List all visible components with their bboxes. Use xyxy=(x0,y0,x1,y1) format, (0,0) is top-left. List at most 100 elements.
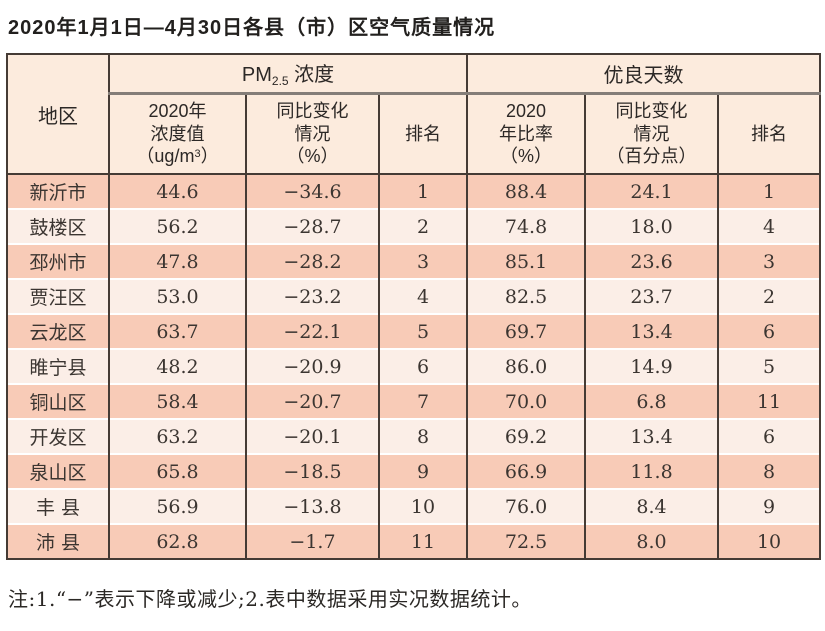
days-rank-cell: 9 xyxy=(717,488,822,524)
air-quality-table: 地区 PM2.5 浓度 优良天数 2020年 浓度值 （ug/m3） 同比变化 … xyxy=(6,53,822,560)
pm-rank-cell: 2 xyxy=(377,208,468,244)
table-row: 鼓楼区 56.2 −28.7 2 74.8 18.0 4 xyxy=(6,208,822,244)
pm-change-cell: −13.8 xyxy=(245,488,379,524)
pm-rank-cell: 5 xyxy=(377,313,468,349)
region-cell: 沛 县 xyxy=(6,523,109,560)
pm25-label-subscript: 2.5 xyxy=(271,74,289,89)
region-cell: 丰 县 xyxy=(6,488,109,524)
column-header-pm-rank: 排名 xyxy=(377,93,468,175)
days-ratio-cell: 88.4 xyxy=(466,174,586,209)
pm-change-cell: −28.7 xyxy=(245,208,379,244)
days-rank-cell: 10 xyxy=(717,523,822,560)
pm-change-cell: −23.2 xyxy=(245,278,379,314)
pm-yoy-line2: 情况 xyxy=(294,123,331,144)
pm-change-cell: −20.7 xyxy=(245,383,379,419)
pm-change-cell: −18.5 xyxy=(245,453,379,489)
concentration-unit: （ug/m3） xyxy=(110,145,245,168)
table-row: 睢宁县 48.2 −20.9 6 86.0 14.9 5 xyxy=(6,348,822,384)
pm-value-cell: 48.2 xyxy=(108,348,246,384)
concentration-line1: 2020年 xyxy=(148,101,207,121)
column-header-days-ratio: 2020 年比率 （%） xyxy=(466,93,586,175)
days-ratio-line2: 年比率 xyxy=(499,123,554,144)
days-ratio-cell: 85.1 xyxy=(466,243,586,279)
days-yoy-line2: 情况 xyxy=(633,123,670,144)
pm-change-cell: −28.2 xyxy=(245,243,379,279)
days-change-cell: 13.4 xyxy=(584,418,719,454)
pm-change-cell: −20.9 xyxy=(245,348,379,384)
pm-rank-cell: 3 xyxy=(377,243,468,279)
table-row: 邳州市 47.8 −28.2 3 85.1 23.6 3 xyxy=(6,243,822,279)
pm-yoy-line1: 同比变化 xyxy=(276,101,349,121)
days-change-cell: 8.4 xyxy=(584,488,719,524)
days-ratio-cell: 69.7 xyxy=(466,313,586,349)
pm-change-cell: −22.1 xyxy=(245,313,379,349)
pm-value-cell: 58.4 xyxy=(108,383,246,419)
days-change-cell: 11.8 xyxy=(584,453,719,489)
days-ratio-cell: 70.0 xyxy=(466,383,586,419)
days-ratio-cell: 66.9 xyxy=(466,453,586,489)
unit-suffix: ） xyxy=(200,146,219,166)
days-rank-cell: 4 xyxy=(717,208,822,244)
days-ratio-cell: 69.2 xyxy=(466,418,586,454)
table-row: 云龙区 63.7 −22.1 5 69.7 13.4 6 xyxy=(6,313,822,349)
table-row: 铜山区 58.4 −20.7 7 70.0 6.8 11 xyxy=(6,383,822,419)
table-row: 沛 县 62.8 −1.7 11 72.5 8.0 10 xyxy=(6,523,822,560)
concentration-line2: 浓度值 xyxy=(150,123,205,144)
days-ratio-line1: 2020 xyxy=(506,101,547,121)
pm-rank-cell: 7 xyxy=(377,383,468,419)
days-change-cell: 6.8 xyxy=(584,383,719,419)
pm-rank-cell: 4 xyxy=(377,278,468,314)
days-ratio-cell: 82.5 xyxy=(466,278,586,314)
region-cell: 新沂市 xyxy=(6,174,109,209)
days-rank-cell: 11 xyxy=(717,383,822,419)
pm-value-cell: 63.2 xyxy=(108,418,246,454)
pm-value-cell: 63.7 xyxy=(108,313,246,349)
pm-value-cell: 44.6 xyxy=(108,174,246,209)
pm-rank-cell: 1 xyxy=(377,174,468,209)
pm-change-cell: −34.6 xyxy=(245,174,379,209)
days-change-cell: 13.4 xyxy=(584,313,719,349)
pm-value-cell: 56.9 xyxy=(108,488,246,524)
column-header-region: 地区 xyxy=(6,53,109,175)
table-header: 地区 PM2.5 浓度 优良天数 2020年 浓度值 （ug/m3） 同比变化 … xyxy=(6,53,822,175)
region-cell: 开发区 xyxy=(6,418,109,454)
header-sub-row: 2020年 浓度值 （ug/m3） 同比变化 情况 （%） 排名 2020 年比… xyxy=(7,93,822,175)
days-change-cell: 23.6 xyxy=(584,243,719,279)
column-group-pm25: PM2.5 浓度 xyxy=(107,53,468,95)
pm-rank-cell: 8 xyxy=(377,418,468,454)
column-header-concentration: 2020年 浓度值 （ug/m3） xyxy=(108,93,246,175)
days-change-cell: 18.0 xyxy=(584,208,719,244)
pm-value-cell: 56.2 xyxy=(108,208,246,244)
table-body: 新沂市 44.6 −34.6 1 88.4 24.1 1 鼓楼区 56.2 −2… xyxy=(6,174,822,560)
days-ratio-cell: 86.0 xyxy=(466,348,586,384)
pm25-label-suffix: 浓度 xyxy=(288,64,335,87)
region-cell: 泉山区 xyxy=(6,453,109,489)
pm-yoy-line3: （%） xyxy=(286,146,339,166)
column-header-days-rank: 排名 xyxy=(717,93,822,175)
days-rank-cell: 8 xyxy=(717,453,822,489)
days-ratio-cell: 76.0 xyxy=(466,488,586,524)
pm-rank-cell: 11 xyxy=(377,523,468,560)
days-rank-cell: 6 xyxy=(717,418,822,454)
days-yoy-line3: （百分点） xyxy=(606,146,697,166)
table-row: 泉山区 65.8 −18.5 9 66.9 11.8 8 xyxy=(6,453,822,489)
table-row: 贾汪区 53.0 −23.2 4 82.5 23.7 2 xyxy=(6,278,822,314)
region-cell: 邳州市 xyxy=(6,243,109,279)
pm-rank-cell: 9 xyxy=(377,453,468,489)
days-ratio-line3: （%） xyxy=(500,146,553,166)
pm-value-cell: 62.8 xyxy=(108,523,246,560)
days-ratio-cell: 72.5 xyxy=(466,523,586,560)
pm-value-cell: 47.8 xyxy=(108,243,246,279)
region-cell: 铜山区 xyxy=(6,383,109,419)
pm-change-cell: −20.1 xyxy=(245,418,379,454)
pm25-label-prefix: PM xyxy=(241,64,272,87)
column-header-pm-yoy: 同比变化 情况 （%） xyxy=(245,93,379,175)
header-group-row: 地区 PM2.5 浓度 优良天数 xyxy=(6,53,822,175)
pm-value-cell: 53.0 xyxy=(108,278,246,314)
days-rank-cell: 2 xyxy=(717,278,822,314)
days-change-cell: 8.0 xyxy=(584,523,719,560)
region-cell: 睢宁县 xyxy=(6,348,109,384)
unit-prefix: （ug/m xyxy=(136,146,195,166)
table-row: 开发区 63.2 −20.1 8 69.2 13.4 6 xyxy=(6,418,822,454)
table-row: 丰 县 56.9 −13.8 10 76.0 8.4 9 xyxy=(6,488,822,524)
